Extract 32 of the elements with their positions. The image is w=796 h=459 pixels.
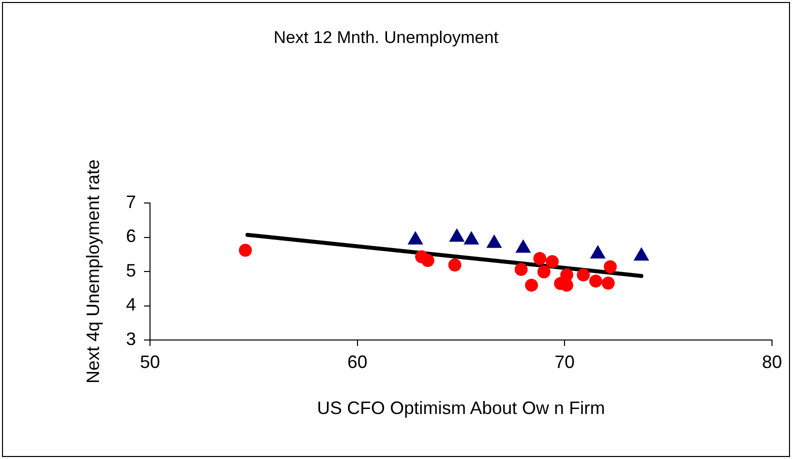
point	[604, 260, 617, 274]
point	[546, 255, 559, 268]
x-tick-label: 50	[140, 352, 160, 372]
point	[524, 278, 538, 292]
point	[537, 265, 550, 278]
point	[576, 268, 590, 282]
point	[464, 231, 479, 244]
point	[589, 274, 602, 288]
y-tick-label: 7	[126, 192, 136, 212]
point	[634, 248, 649, 261]
y-axis-title: Next 4q Unemployment rate	[82, 159, 103, 384]
y-tick-label: 6	[126, 226, 136, 246]
point	[486, 234, 502, 248]
point	[533, 252, 546, 265]
point	[449, 228, 464, 242]
point	[590, 246, 606, 259]
y-tick-label: 3	[126, 328, 136, 349]
x-tick-label: 80	[762, 352, 782, 372]
y-tick-label: 5	[126, 260, 136, 280]
point	[448, 258, 462, 272]
x-tick-label: 70	[554, 352, 575, 372]
point	[516, 240, 531, 253]
y-tick-label: 4	[126, 294, 136, 315]
point	[421, 254, 434, 268]
point	[560, 278, 574, 292]
x-axis-title: US CFO Optimism About Ow n Firm	[316, 398, 606, 418]
point	[408, 231, 423, 244]
chart-title: Next 12 Mnth. Unemployment	[274, 28, 499, 47]
point	[602, 276, 615, 290]
point	[514, 262, 528, 276]
point	[238, 244, 252, 257]
x-tick-label: 60	[347, 352, 368, 372]
